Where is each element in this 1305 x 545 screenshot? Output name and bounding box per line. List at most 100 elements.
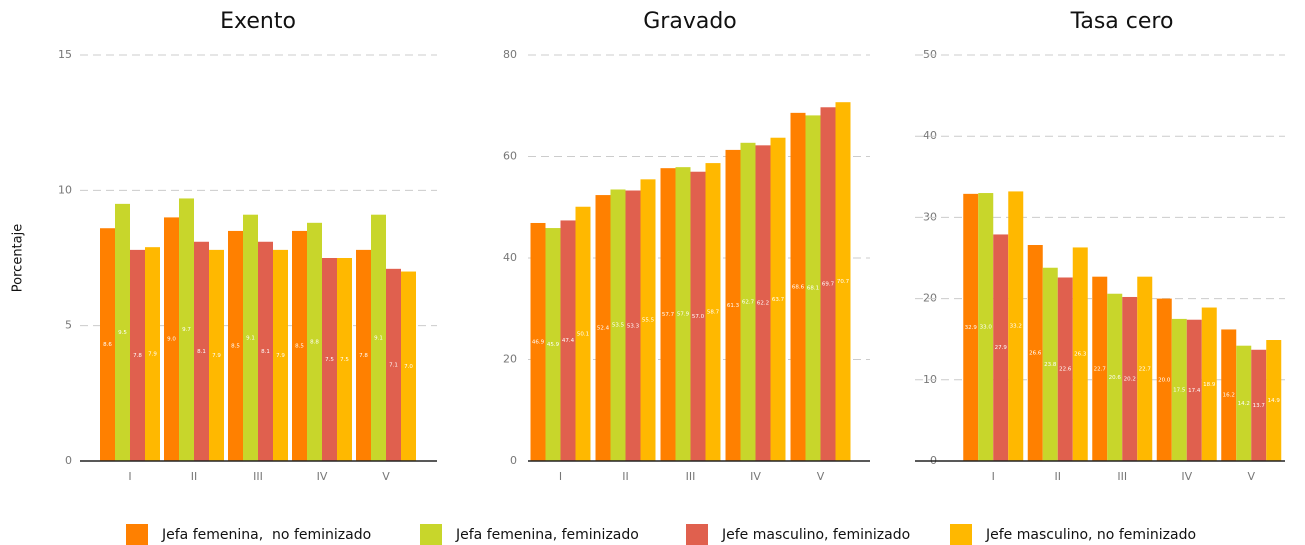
x-tick-label: I [128,470,131,483]
value-label: 14.9 [1268,398,1281,404]
bar [690,171,706,461]
bar [595,195,611,461]
bar [1107,293,1123,461]
bar [625,190,641,461]
value-label: 22.7 [1094,366,1107,372]
x-tick-label: II [1055,470,1062,483]
bar [755,145,771,461]
bar [1122,296,1138,461]
x-tick-label: III [1117,470,1127,483]
value-label: 46.9 [532,339,545,345]
value-label: 7.9 [276,353,285,359]
y-axis-label: Porcentaje [11,224,26,292]
value-label: 57.7 [662,312,675,318]
bar [228,230,243,461]
value-label: 33.2 [1010,324,1022,330]
x-tick-label: V [1247,470,1255,483]
value-label: 18.9 [1203,382,1216,388]
legend-swatch [126,524,148,545]
value-label: 7.1 [389,362,398,368]
value-label: 26.6 [1029,351,1042,357]
bar [1156,298,1172,461]
x-tick-label: II [191,470,198,483]
y-tick-label: 10 [58,183,72,196]
bar [258,241,273,461]
legend-label: Jefe masculino, no feminizado [985,527,1196,543]
value-label: 62.2 [757,301,769,307]
legend-label: Jefa femenina, no feminizado [161,527,371,543]
y-tick-label: 0 [65,454,72,467]
x-tick-label: I [992,470,995,483]
value-label: 26.3 [1074,352,1087,358]
value-label: 7.0 [404,364,413,370]
value-label: 22.7 [1139,366,1152,372]
bar [100,228,115,461]
value-label: 20.0 [1158,377,1171,383]
bar [1266,340,1282,461]
bar [820,107,836,462]
legend-label: Jefe masculino, feminizado [721,527,910,543]
y-tick-label: 5 [65,319,72,332]
bar [179,198,194,461]
value-label: 52.4 [597,326,610,332]
bar [1221,329,1237,461]
value-label: 53.5 [612,323,625,329]
value-label: 13.7 [1253,403,1266,409]
legend-swatch [950,524,972,545]
bar [273,249,288,461]
value-label: 8.5 [231,343,240,349]
bar [1057,277,1073,461]
value-label: 50.1 [577,331,589,337]
value-label: 32.9 [965,325,978,331]
bar [1186,319,1202,461]
chart-title: Gravado [643,9,737,34]
bar [1171,318,1187,461]
value-label: 58.7 [707,310,720,316]
legend-swatch [420,524,442,545]
y-tick-label: 20 [503,353,517,366]
x-tick-label: V [382,470,390,483]
y-tick-label: 40 [503,251,517,264]
value-label: 7.5 [340,357,349,363]
value-label: 7.8 [359,353,368,359]
bar [1201,307,1217,461]
value-label: 8.1 [261,349,270,355]
bar [115,203,130,461]
chart-title: Tasa cero [1070,9,1174,34]
value-label: 7.9 [212,353,221,359]
value-label: 14.2 [1238,401,1250,407]
bar [356,249,371,461]
value-label: 7.8 [133,353,142,359]
bar [1251,349,1267,461]
value-label: 7.9 [148,352,157,358]
y-tick-label: 0 [510,454,517,467]
bar [307,222,322,461]
value-label: 8.1 [197,349,206,355]
value-label: 9.5 [118,330,127,336]
bar [164,217,179,461]
bar [660,168,676,462]
x-tick-label: III [686,470,696,483]
value-label: 47.4 [562,338,575,344]
value-label: 53.3 [627,323,640,329]
value-label: 62.7 [742,299,755,305]
bar [640,179,656,461]
value-label: 8.5 [295,343,304,349]
value-label: 20.6 [1109,375,1122,381]
x-tick-label: IV [750,470,761,483]
value-label: 20.2 [1124,376,1136,382]
x-tick-label: IV [1181,470,1192,483]
chart-title: Exento [220,9,296,34]
value-label: 61.3 [727,303,740,309]
value-label: 68.1 [807,286,819,292]
legend-swatch [686,524,708,545]
value-label: 57.0 [692,314,705,320]
value-label: 9.7 [182,327,191,333]
value-label: 63.7 [772,297,785,303]
y-tick-label: 80 [503,48,517,61]
bar [1042,267,1058,461]
bar [705,163,721,461]
bar [337,258,352,461]
bar [1027,245,1043,461]
